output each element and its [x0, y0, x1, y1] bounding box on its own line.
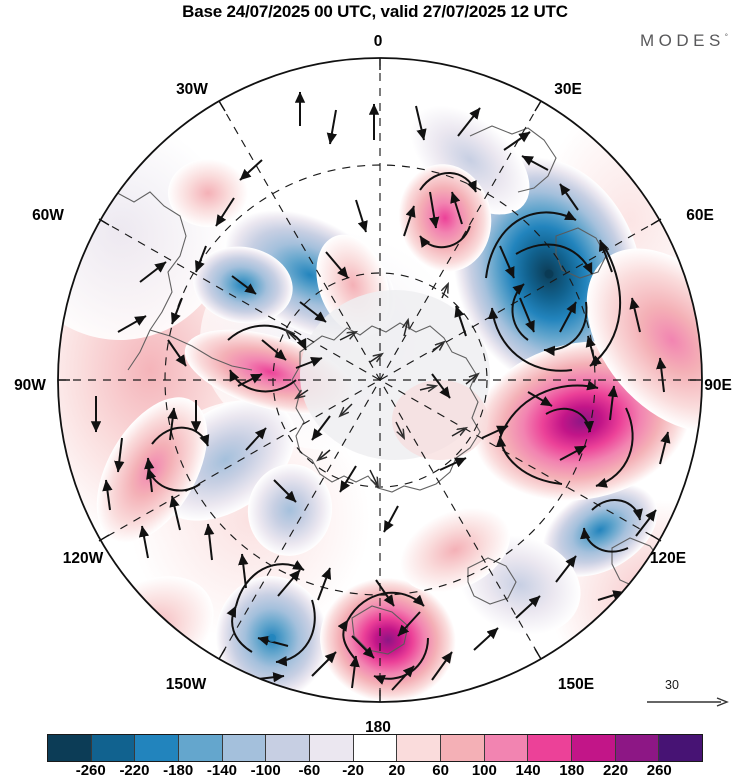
lon-label-180: 180 [365, 719, 391, 736]
lon-label-0: 0 [373, 33, 383, 50]
colorbar-tick: -100 [250, 762, 281, 779]
vortex-streamlines [146, 172, 643, 685]
colorbar-segment [91, 735, 136, 761]
lon-label-90w: 90W [14, 377, 46, 394]
colorbar-segment [615, 735, 660, 761]
colorbar-tick: -140 [206, 762, 237, 779]
colorbar-tick: 180 [559, 762, 585, 779]
inner-wind-vectors [286, 284, 478, 486]
colorbar-segment [266, 735, 311, 761]
colorbar-tick: 140 [515, 762, 541, 779]
lon-label-30e: 30E [554, 81, 582, 98]
lon-label-90e: 90E [704, 377, 732, 394]
colorbar-segment [572, 735, 616, 761]
registered-mark: ° [724, 32, 728, 42]
colorbar-tick: -20 [342, 762, 364, 779]
logo-text: MODES [639, 31, 725, 50]
lon-label-30w: 30W [176, 81, 208, 98]
lon-label-150w: 150W [165, 676, 207, 693]
lon-label-60w: 60W [32, 207, 64, 224]
polar-map[interactable] [0, 40, 750, 720]
modes-logo: MODES° [640, 31, 728, 51]
colorbar-segment [222, 735, 267, 761]
colorbar-segment [528, 735, 573, 761]
colorbar-tick: -260 [75, 762, 106, 779]
lon-label-150e: 150E [557, 676, 595, 693]
colorbar-segment [659, 735, 703, 761]
colorbar-tick: 260 [646, 762, 672, 779]
colorbar-tick: 60 [432, 762, 449, 779]
colorbar-tick: 220 [603, 762, 629, 779]
globe-outline [57, 57, 703, 703]
colorbar-segment [310, 735, 354, 761]
colorbar-tick: -180 [163, 762, 194, 779]
colorbar-tick: 100 [471, 762, 497, 779]
lon-label-120w: 120W [62, 550, 104, 567]
map-svg [57, 57, 703, 703]
colorbar-segment [135, 735, 180, 761]
vector-scale-label: 30 [665, 678, 679, 692]
colorbar-segment [179, 735, 223, 761]
colorbar-segment [484, 735, 529, 761]
colorbar-segment [397, 735, 442, 761]
colorbar-segment [353, 735, 398, 761]
colorbar-segment [48, 735, 92, 761]
extrema-markers [268, 269, 554, 642]
vector-scale-arrow-icon [647, 697, 729, 707]
colorbar-segments [47, 734, 703, 762]
lon-label-60e: 60E [686, 207, 714, 224]
page-title: Base 24/07/2025 00 UTC, valid 27/07/2025… [182, 2, 568, 21]
colorbar-tick: -220 [119, 762, 150, 779]
colorbar-tick: 20 [388, 762, 406, 779]
colorbar-tick-labels: -260 -220 -180 -140 -100 -60 -20 20 60 100 140 180 2… [47, 762, 703, 784]
colorbar [47, 734, 703, 762]
lon-label-120e: 120E [649, 550, 687, 567]
colorbar-tick: -60 [298, 762, 321, 779]
colorbar-segment [441, 735, 485, 761]
vector-scale-reference: 30 [645, 678, 737, 712]
